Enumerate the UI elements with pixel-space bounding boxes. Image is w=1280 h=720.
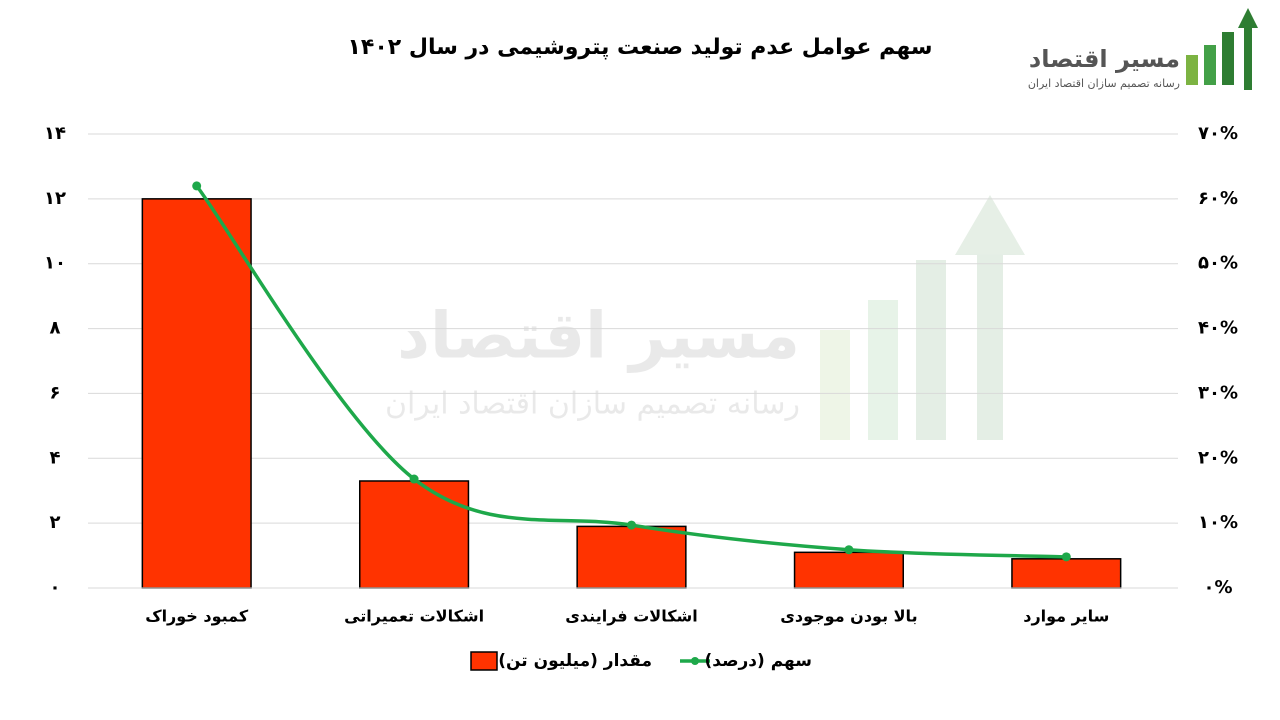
logo-bar	[1222, 32, 1234, 85]
logo-bar	[1204, 45, 1216, 85]
logo-tagline: رسانه تصمیم سازان اقتصاد ایران	[1028, 77, 1180, 90]
y2-tick-label: ۱۰%	[1198, 512, 1238, 533]
bar	[141, 198, 252, 589]
bar	[576, 525, 687, 589]
watermark-bar	[868, 300, 898, 440]
watermark-tagline: رسانه تصمیم سازان اقتصاد ایران	[385, 387, 800, 422]
legend-label: مقدار (میلیون تن)	[498, 651, 652, 671]
y2-tick-label: ۴۰%	[1198, 318, 1238, 339]
y-tick-label: ۴	[50, 447, 61, 468]
y2-tick-label: ۷۰%	[1198, 123, 1238, 144]
bar	[1011, 558, 1122, 589]
y2-tick-label: ۶۰%	[1198, 188, 1238, 209]
chart-title: سهم عوامل عدم تولید صنعت پتروشیمی در سال…	[348, 35, 933, 60]
y2-tick-label: ۲۰%	[1198, 447, 1238, 468]
x-tick-label: کمبود خوراک	[145, 607, 249, 626]
y2-tick-label: ۵۰%	[1198, 253, 1238, 274]
y-tick-label: ۲	[50, 512, 61, 533]
watermark-bar	[916, 260, 946, 440]
line-marker	[409, 474, 419, 484]
watermark-name: مسیر اقتصاد	[397, 300, 800, 374]
y2-tick-label: ۳۰%	[1198, 382, 1238, 403]
y-tick-label: ۱۲	[44, 188, 66, 209]
logo-bar	[1186, 55, 1198, 85]
line	[195, 184, 1067, 559]
legend-label: سهم (درصد)	[705, 651, 813, 671]
y-tick-label: ۱۴	[44, 123, 66, 144]
watermark: مسیر اقتصاد رسانه تصمیم سازان اقتصاد ایر…	[385, 195, 1025, 440]
line-marker	[844, 545, 854, 555]
y2-tick-label: ۰%	[1203, 577, 1232, 598]
bar	[793, 551, 904, 589]
line-marker	[1061, 552, 1071, 562]
y-tick-label: ۰	[50, 577, 61, 598]
y-tick-label: ۸	[50, 318, 61, 339]
logo: مسیر اقتصاد رسانه تصمیم سازان اقتصاد ایر…	[1028, 8, 1258, 90]
legend-swatch	[691, 657, 699, 665]
line-marker	[627, 520, 636, 530]
logo-name: مسیر اقتصاد	[1029, 45, 1180, 73]
y-tick-label: ۱۰	[44, 253, 66, 274]
x-tick-label: اشکالات تعمیراتی	[344, 607, 484, 626]
y-tick-label: ۶	[50, 382, 61, 403]
bar	[359, 480, 470, 589]
x-tick-label: سایر موارد	[1023, 607, 1109, 626]
legend-swatch	[470, 651, 498, 671]
watermark-bar	[820, 330, 850, 440]
x-tick-label: بالا بودن موجودی	[780, 607, 917, 626]
watermark-arrow	[955, 195, 1025, 440]
line-marker	[192, 181, 202, 191]
x-tick-label: اشکالات فرایندی	[565, 607, 697, 626]
logo-arrow	[1238, 8, 1258, 90]
